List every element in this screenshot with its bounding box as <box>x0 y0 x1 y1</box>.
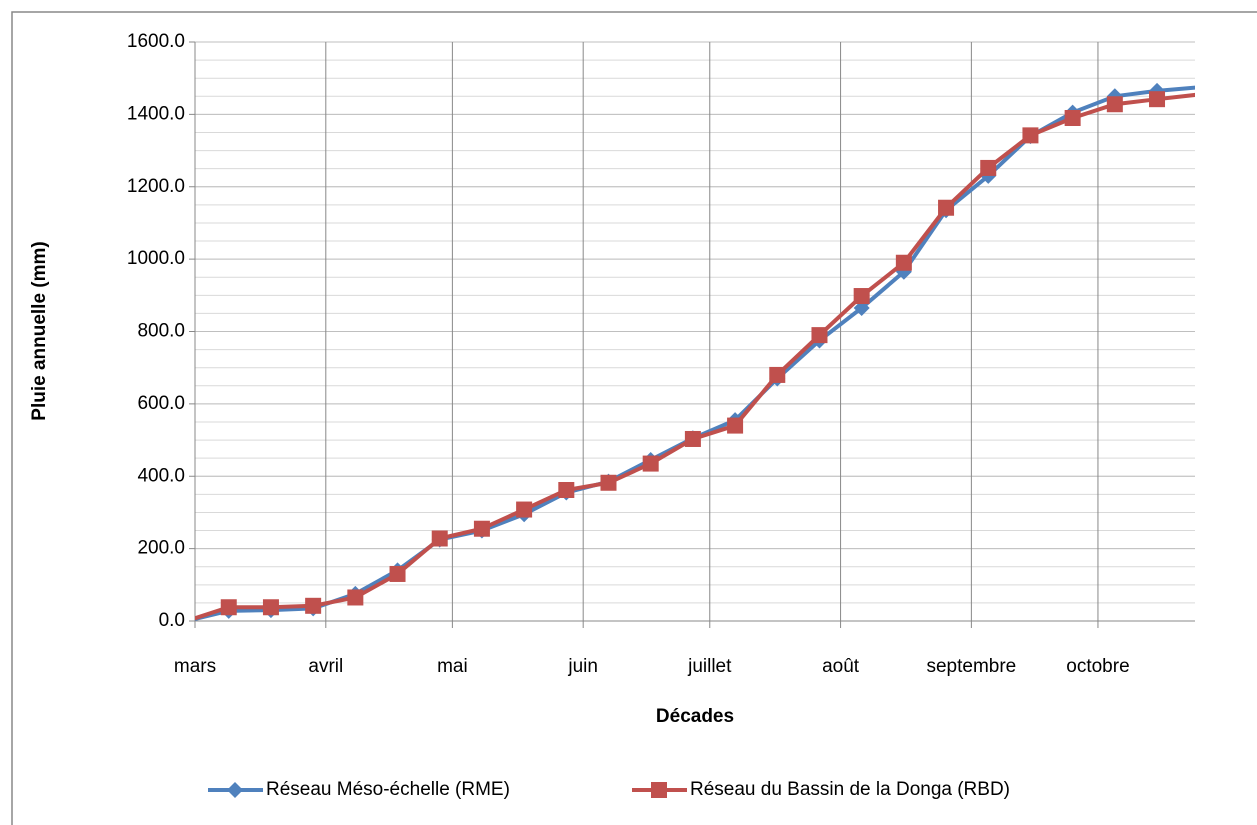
legend-label: Réseau du Bassin de la Donga (RBD) <box>690 779 1010 800</box>
marker <box>811 327 828 344</box>
x-tick-label: septembre <box>926 656 1016 677</box>
x-tick-label: juin <box>567 656 598 677</box>
marker <box>938 199 955 216</box>
y-tick-label: 800.0 <box>137 321 185 342</box>
y-tick-label: 1200.0 <box>127 176 185 197</box>
marker <box>558 482 575 499</box>
marker <box>727 417 744 434</box>
y-tick-label: 400.0 <box>137 465 185 486</box>
series <box>195 91 1195 621</box>
marker <box>220 599 237 616</box>
x-tick-label: août <box>822 656 860 677</box>
marker <box>1064 109 1081 126</box>
x-tick-label: juillet <box>687 656 732 677</box>
marker <box>1022 127 1039 144</box>
y-tick-label: 600.0 <box>137 393 185 414</box>
chart-frame <box>11 11 1257 825</box>
y-tick-label: 200.0 <box>137 538 185 559</box>
x-axis-label: Décades <box>656 706 734 727</box>
y-axis-label: Pluie annuelle (mm) <box>29 241 50 420</box>
x-tick-label: mars <box>174 656 216 677</box>
marker <box>600 474 617 491</box>
marker <box>1106 96 1123 113</box>
marker <box>642 455 659 472</box>
marker <box>227 782 243 798</box>
legend-label: Réseau Méso-échelle (RME) <box>266 779 510 800</box>
marker <box>651 782 667 798</box>
marker <box>473 520 490 537</box>
marker <box>1149 91 1166 108</box>
marker <box>853 288 870 305</box>
y-tick-label: 1400.0 <box>127 103 185 124</box>
marker <box>684 430 701 447</box>
x-tick-label: mai <box>437 656 468 677</box>
y-tick-label: 1000.0 <box>127 248 185 269</box>
x-tick-label: avril <box>308 656 343 677</box>
marker <box>347 589 364 606</box>
y-tick-label: 0.0 <box>159 610 185 631</box>
marker <box>262 599 279 616</box>
x-tick-label: octobre <box>1066 656 1129 677</box>
marker <box>895 254 912 271</box>
y-tick-label: 1600.0 <box>127 31 185 52</box>
marker <box>431 530 448 547</box>
marker <box>980 159 997 176</box>
marker <box>389 565 406 582</box>
marker <box>769 366 786 383</box>
marker <box>516 501 533 518</box>
marker <box>305 597 322 614</box>
